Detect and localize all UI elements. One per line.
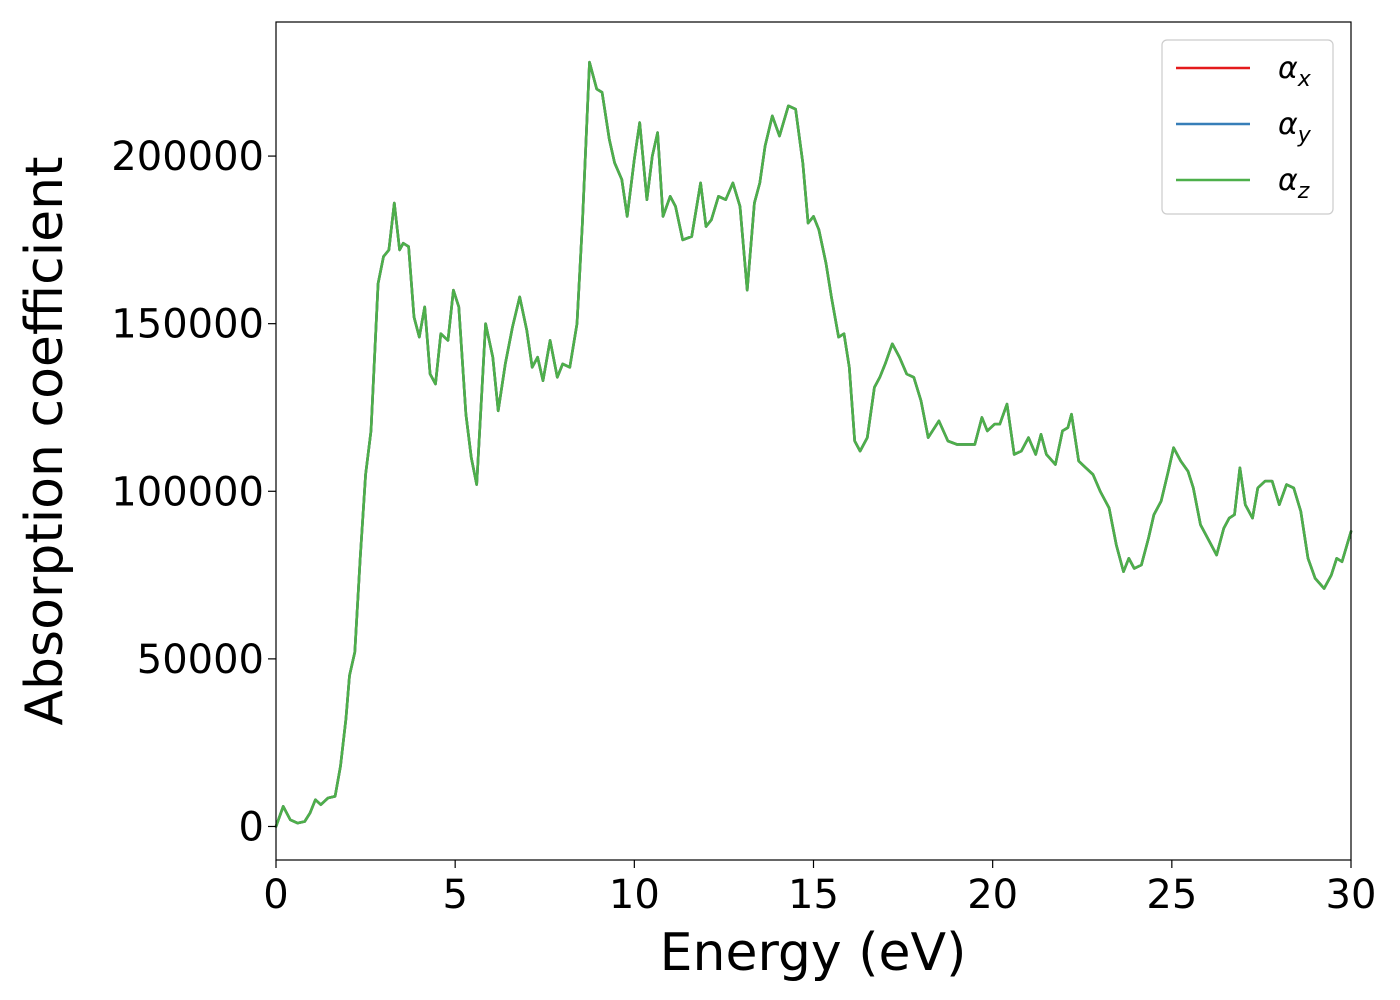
series-line-z — [274, 60, 1353, 828]
x-axis-label: Energy (eV) — [660, 923, 967, 983]
x-tick-label: 15 — [788, 872, 839, 918]
legend-label-z: αz — [1278, 163, 1310, 204]
y-tick-label: 200000 — [111, 134, 264, 180]
x-axis-ticks: 0 5 10 15 20 25 30 — [263, 860, 1376, 918]
legend-label-x: αx — [1278, 51, 1312, 92]
x-tick-label: 30 — [1326, 872, 1377, 918]
y-tick-label: 100000 — [111, 469, 264, 515]
x-tick-label: 0 — [263, 872, 288, 918]
y-tick-label: 50000 — [137, 637, 264, 683]
x-tick-label: 5 — [442, 872, 467, 918]
series-layer — [274, 60, 1353, 828]
legend-label-y: αy — [1278, 107, 1312, 148]
legend-box — [1161, 39, 1334, 215]
y-axis-ticks: 0 50000 100000 150000 200000 — [111, 134, 276, 850]
y-tick-label: 150000 — [111, 302, 264, 348]
x-tick-label: 25 — [1146, 872, 1197, 918]
legend: αx αy αz — [1161, 39, 1334, 215]
x-tick-label: 10 — [609, 872, 660, 918]
y-axis-label: Absorption coefficient — [15, 156, 75, 725]
x-tick-label: 20 — [967, 872, 1018, 918]
y-tick-label: 0 — [239, 804, 264, 850]
